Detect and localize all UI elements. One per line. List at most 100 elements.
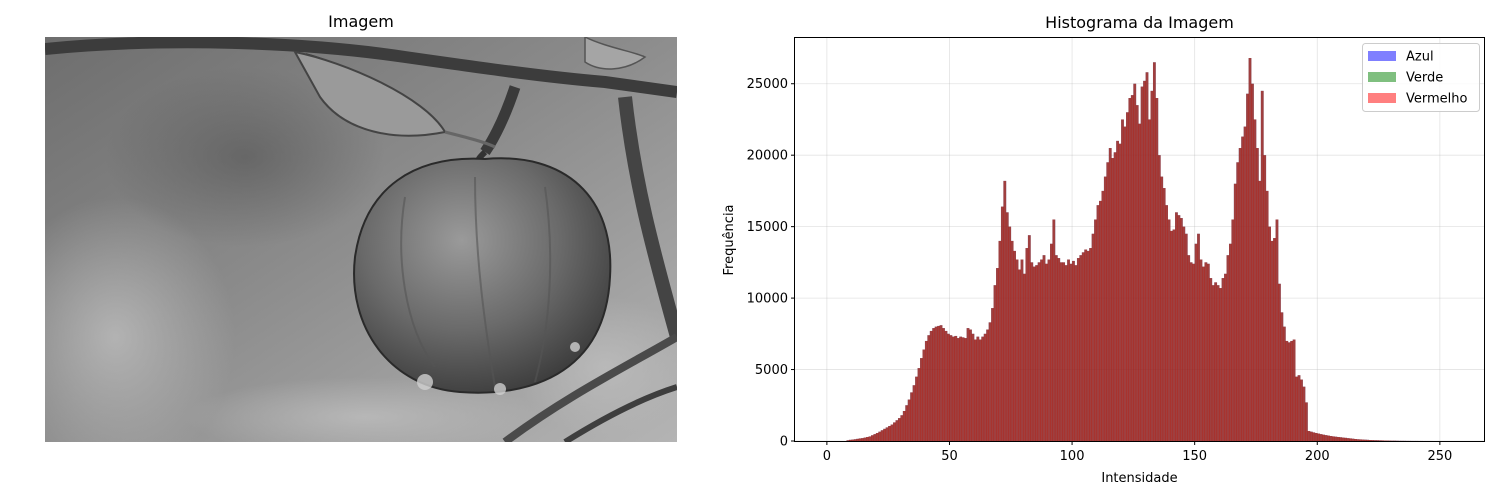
histogram-bar [1278, 283, 1281, 441]
histogram-bar [1074, 265, 1078, 441]
histogram-bar [907, 399, 911, 441]
histogram-bar [1290, 340, 1294, 441]
histogram-bar [964, 338, 967, 441]
histogram-bar [996, 268, 999, 441]
histogram-bar [1133, 83, 1137, 441]
histogram-bar [875, 432, 879, 441]
histogram-bar [1165, 205, 1168, 441]
histogram-bar [1265, 190, 1269, 441]
x-tick-label: 100 [1060, 449, 1085, 464]
legend-label: Vermelho [1406, 92, 1468, 107]
x-tick-label: 0 [823, 449, 831, 464]
histogram-bar [1020, 259, 1024, 441]
histogram-bar [851, 439, 855, 441]
histogram-bar [1216, 285, 1220, 441]
legend-label: Verde [1406, 71, 1443, 86]
histogram-bar [1255, 148, 1259, 441]
histogram-bar [895, 420, 899, 441]
histogram-bar [1057, 258, 1061, 441]
histogram-bar [944, 330, 948, 441]
histogram-bar [1106, 162, 1110, 442]
x-tick-label: 200 [1305, 449, 1330, 464]
histogram-bar [1032, 266, 1036, 441]
histogram-bar [942, 328, 945, 441]
histogram-bar [1378, 440, 1382, 441]
histogram-bar [1194, 243, 1198, 441]
histogram-bar [1243, 126, 1247, 441]
histogram-bar [991, 308, 994, 441]
histogram-bar [937, 325, 940, 441]
histogram-bar [1202, 266, 1205, 441]
histogram-bar [1383, 440, 1387, 441]
histogram-bar [949, 335, 953, 441]
histogram-bar [1334, 436, 1338, 441]
histogram-bar [1236, 162, 1240, 442]
legend: Azul Verde Vermelho [1362, 43, 1480, 112]
legend-swatch [1368, 72, 1396, 82]
histogram-bar [897, 418, 901, 441]
histogram-bar [1126, 112, 1129, 441]
histogram-bar [1148, 119, 1151, 441]
histogram-bar [1062, 262, 1066, 441]
histogram-bar [1368, 439, 1372, 441]
histogram-bar [1354, 438, 1357, 441]
histogram-bar [1295, 376, 1298, 441]
histogram-bar [1339, 437, 1343, 441]
histogram-bar [1054, 255, 1058, 441]
histogram-bar [1280, 312, 1284, 441]
x-tick-label: 50 [941, 449, 958, 464]
histogram-bar [1231, 219, 1235, 441]
legend-label: Azul [1406, 50, 1434, 65]
histogram-bar [1189, 262, 1193, 441]
histogram-bar [868, 436, 872, 441]
histogram-bar [981, 336, 985, 441]
histogram-bar [1221, 278, 1225, 441]
chart-title: Histograma da Imagem [1045, 13, 1234, 32]
histogram-bar [1305, 402, 1308, 441]
histogram-bar [976, 336, 980, 441]
histogram-bar [1344, 437, 1347, 441]
histogram-bar [1018, 269, 1021, 441]
histogram-bar [1130, 95, 1134, 442]
histogram-bar [973, 339, 977, 441]
histogram-bar [1162, 188, 1166, 441]
histogram-bar [1182, 226, 1186, 441]
x-tick-label: 150 [1182, 449, 1207, 464]
histogram-bar [1228, 243, 1232, 441]
histogram-bar [969, 329, 972, 441]
histogram-bar [1096, 205, 1100, 441]
histogram-bar [1206, 263, 1210, 441]
histogram-bar [1219, 288, 1222, 441]
histogram-bar [1175, 212, 1178, 441]
histogram-bar [978, 339, 982, 441]
histogram-bar [1152, 62, 1156, 442]
histogram-bar [1302, 386, 1306, 441]
histogram-bar [1170, 230, 1173, 441]
histogram-bar [920, 358, 923, 441]
y-tick-label: 5000 [755, 363, 788, 378]
apple-photo-graphic [0, 35, 695, 477]
histogram-bar [986, 329, 990, 441]
histogram-bar [917, 368, 921, 441]
histogram-bar [951, 336, 955, 441]
histogram-bar [1351, 438, 1355, 441]
histogram-bar [1047, 259, 1051, 441]
histogram-bar [1069, 263, 1073, 441]
histogram-bar [1118, 143, 1122, 441]
histogram-bar [1145, 72, 1149, 441]
x-axis-ticks: 0 50 100 150 200 250 [823, 441, 1452, 464]
histogram-bar [858, 438, 862, 441]
histogram-bar [1108, 148, 1112, 441]
legend-swatch [1368, 51, 1396, 61]
histogram-bar [1327, 435, 1330, 441]
histogram-bar [1238, 148, 1242, 441]
y-axis-label: Frequência [722, 204, 737, 275]
histogram-bar [1341, 437, 1345, 441]
histogram-bar [939, 325, 943, 441]
histogram-bar [924, 340, 928, 441]
histogram-bar [1035, 265, 1039, 441]
y-tick-label: 15000 [747, 220, 788, 235]
histogram-bar [883, 428, 887, 441]
histogram-bar [1349, 438, 1352, 441]
